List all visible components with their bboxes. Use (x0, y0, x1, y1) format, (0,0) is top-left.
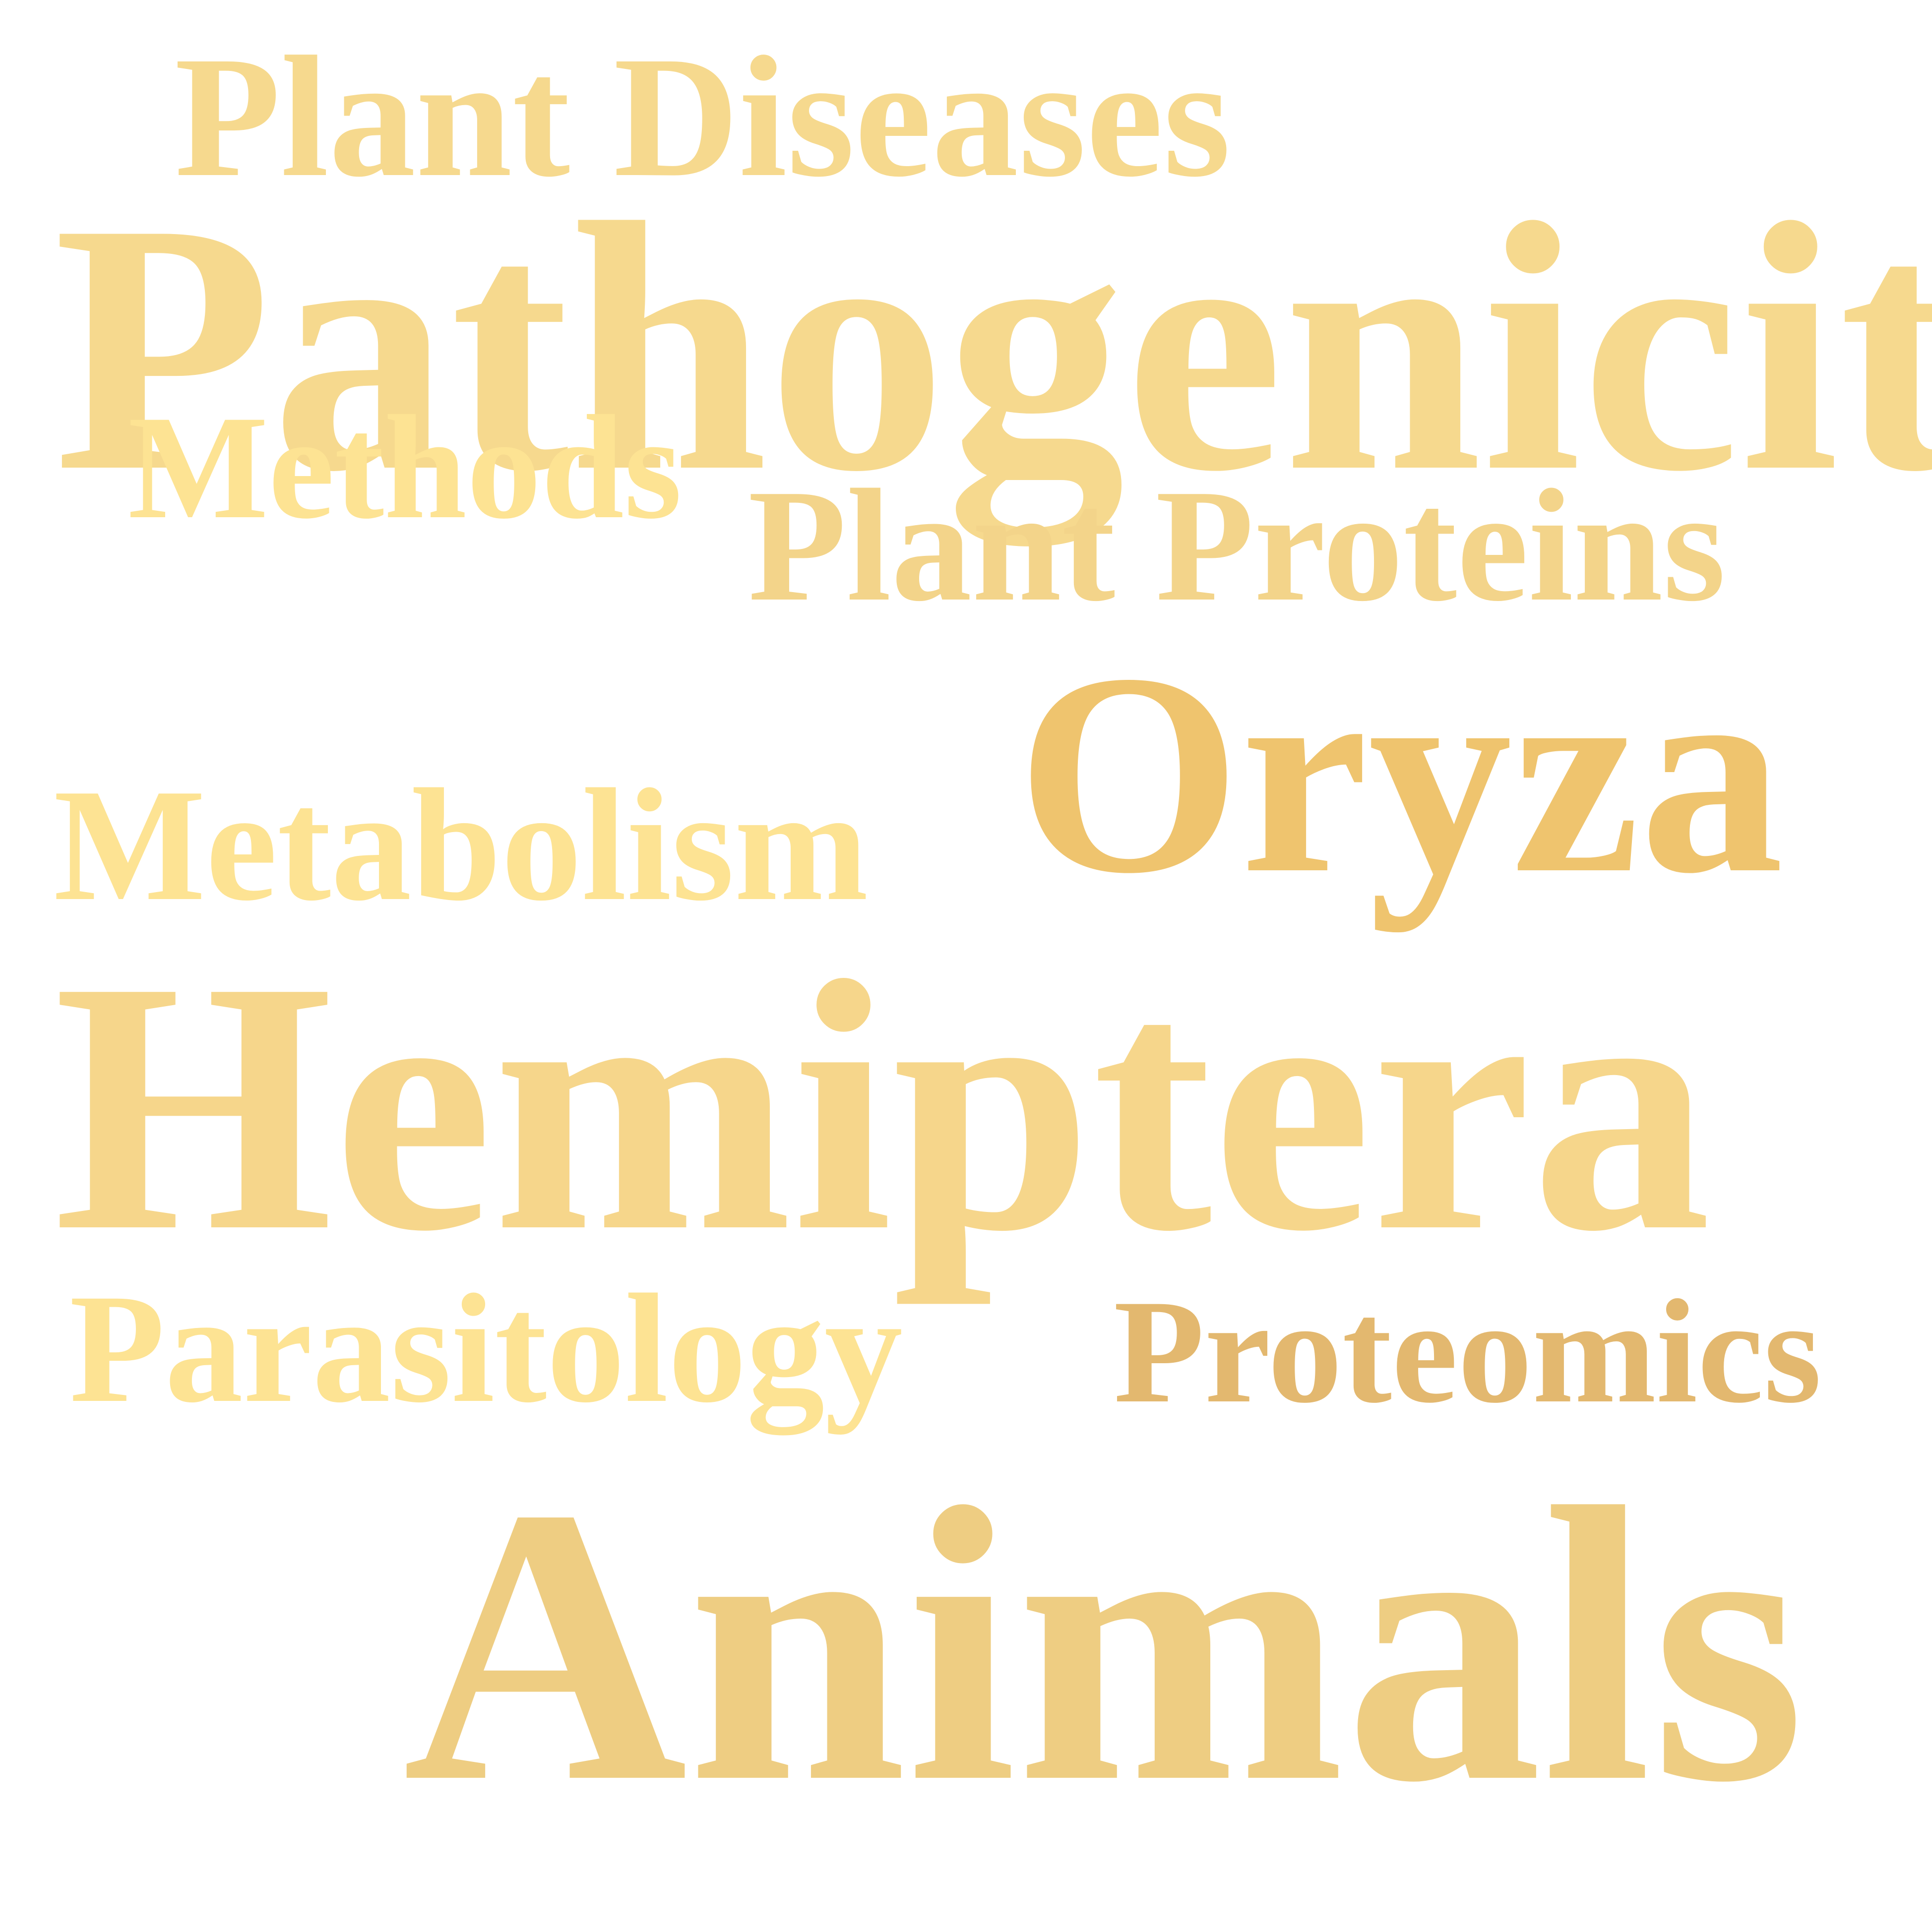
word-plant-diseases: Plant Diseases (175, 20, 1231, 213)
word-hemiptera: Hemiptera (54, 907, 1711, 1305)
word-oryza: Oryza (1017, 614, 1784, 933)
word-methods: Methods (128, 385, 682, 549)
word-proteomics: Proteomics (1114, 1269, 1822, 1434)
word-plant-proteins: Plant Proteins (748, 456, 1726, 635)
word-animals: Animals (403, 1427, 1806, 1863)
word-parasitology: Parasitology (69, 1262, 903, 1435)
word-metabolism: Metabolism (54, 756, 869, 934)
word-pathogenicity: Pathogenicity (54, 149, 1932, 545)
